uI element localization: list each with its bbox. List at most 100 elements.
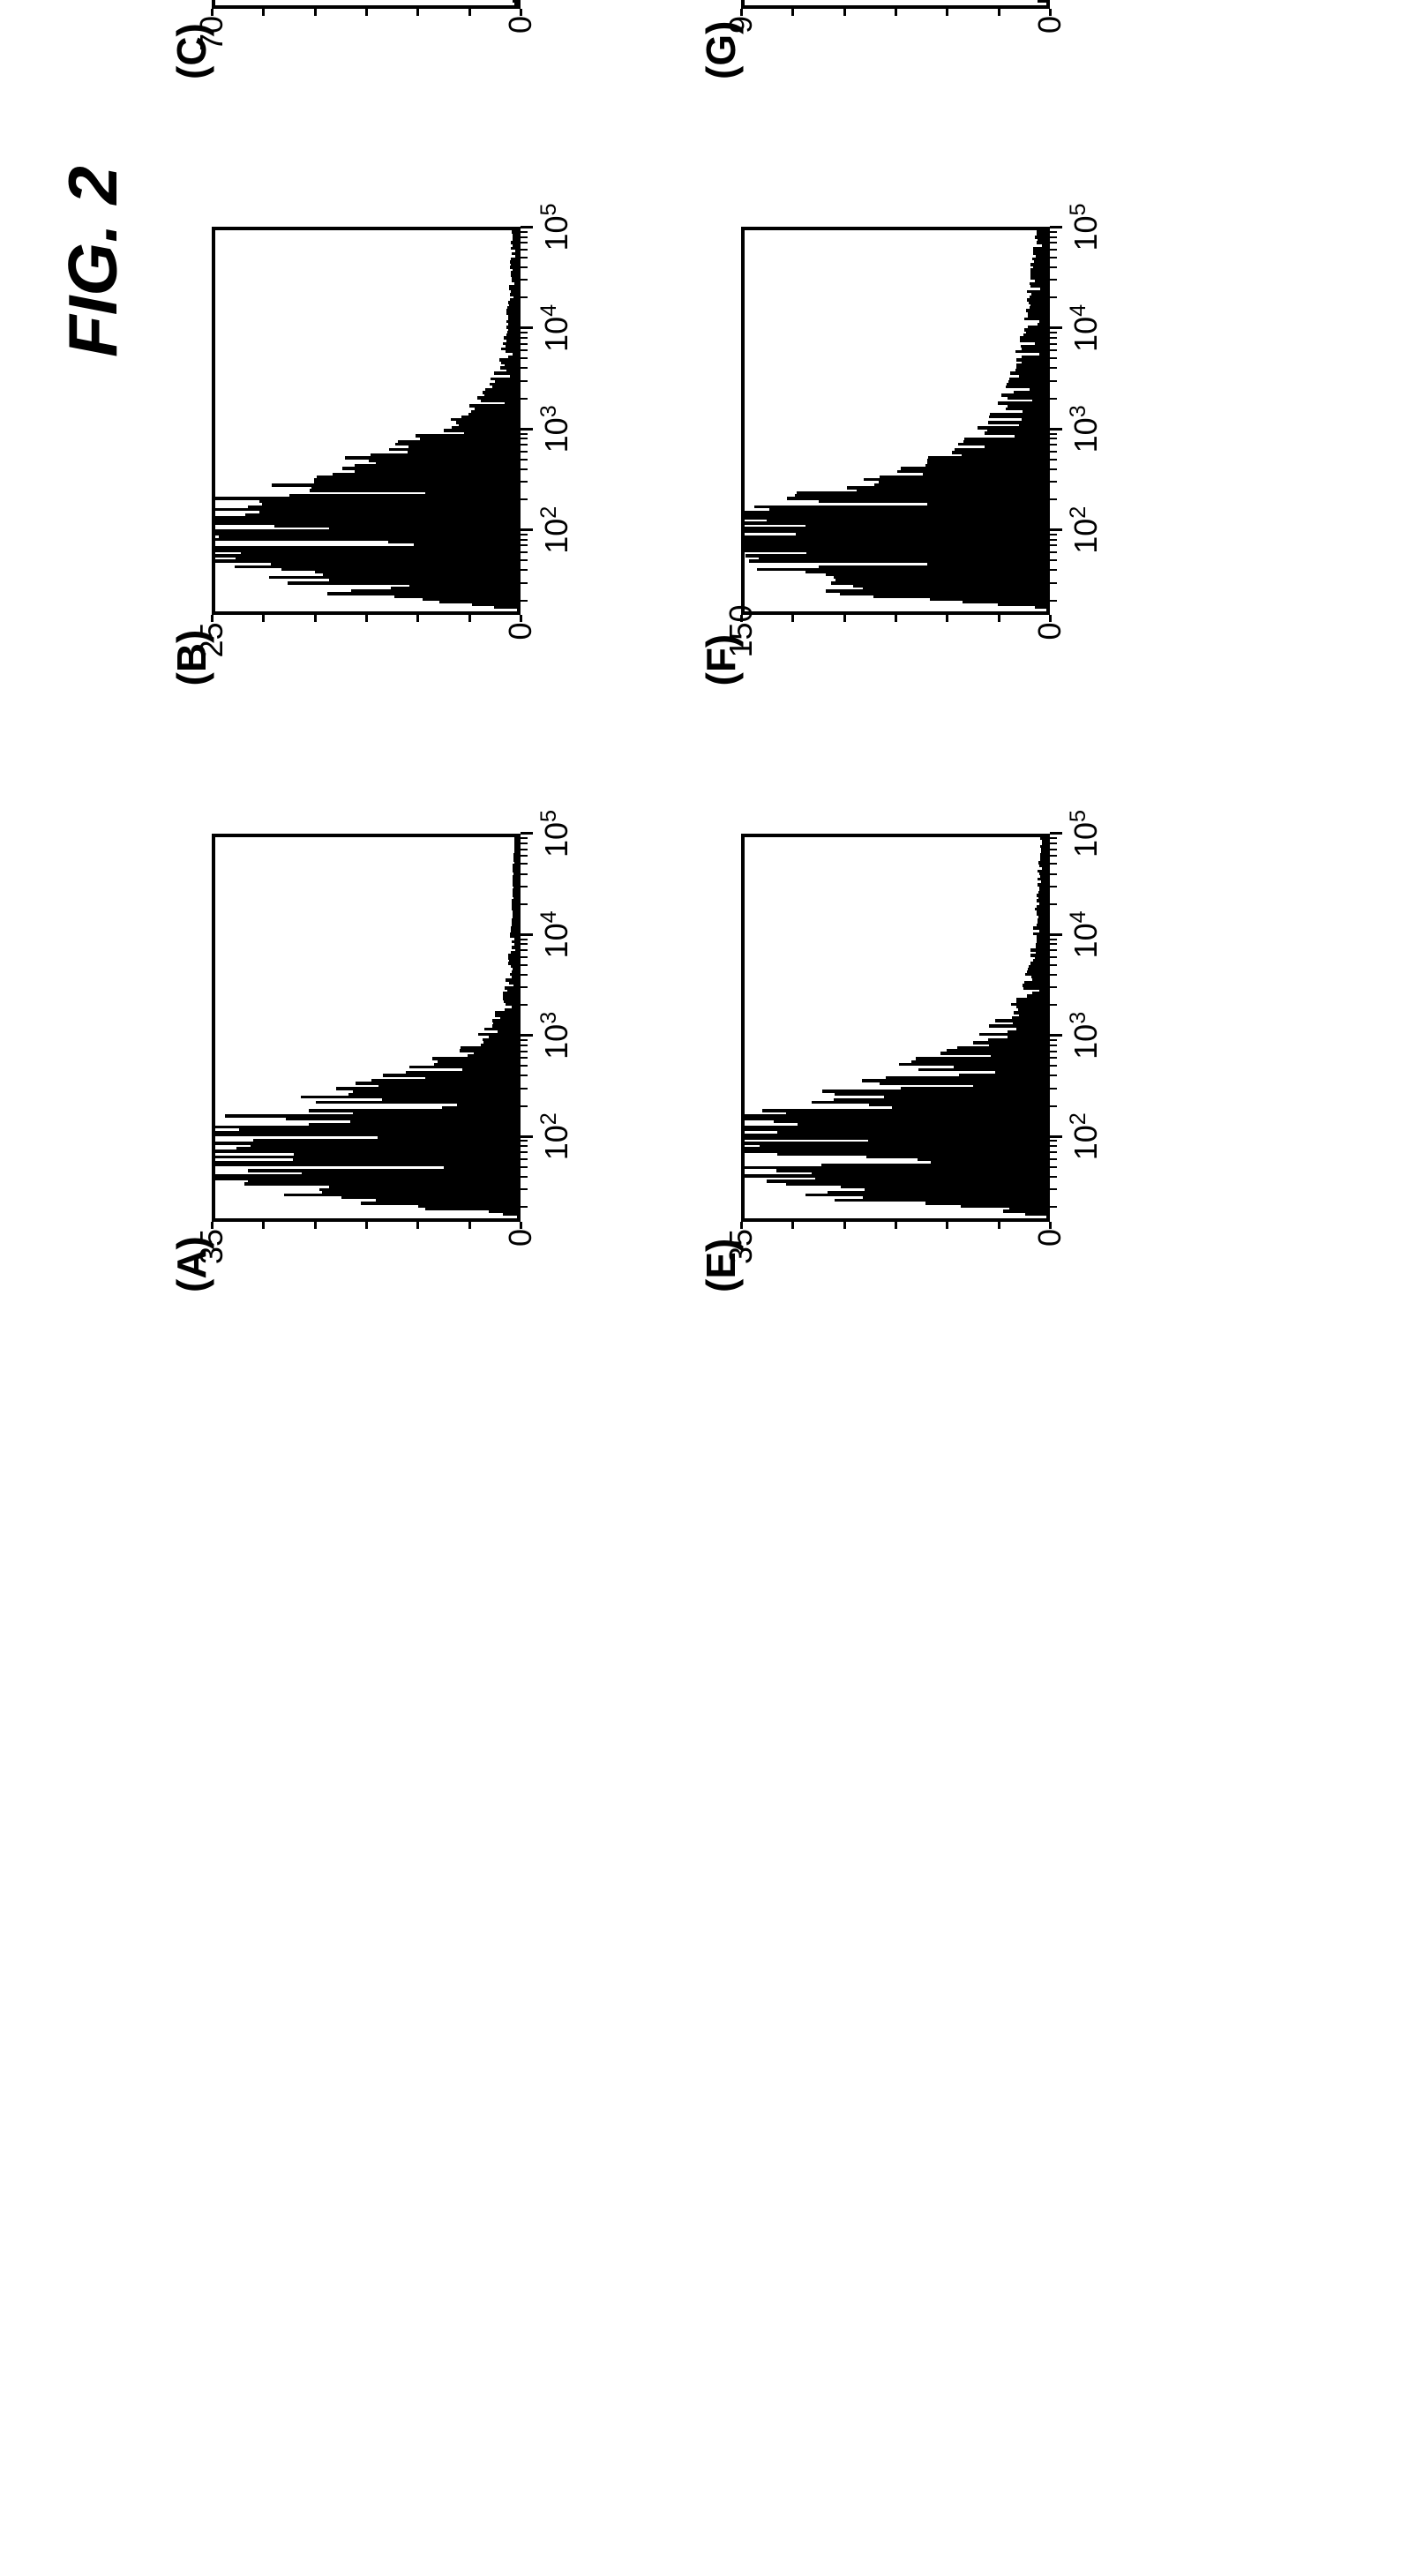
histogram-bar: [1015, 369, 1046, 372]
histogram-bar: [378, 1084, 517, 1088]
histogram-bar: [513, 858, 517, 862]
y-tick: [1049, 1222, 1052, 1229]
y-tick: [262, 9, 265, 16]
x-tick-major: [521, 1135, 533, 1138]
histogram-bar: [239, 1128, 517, 1132]
histogram-bar: [1032, 258, 1046, 261]
histogram-bar: [269, 576, 517, 580]
histogram-bar: [327, 592, 517, 595]
histogram-bar: [1007, 383, 1046, 386]
x-tick-minor: [521, 1158, 528, 1160]
histogram-bar: [382, 1098, 517, 1102]
histogram-bar: [1038, 0, 1046, 3]
y-tick: [843, 1222, 846, 1229]
histogram-bar: [483, 391, 517, 394]
histogram-bar: [301, 1096, 517, 1099]
histogram-bar: [376, 1199, 517, 1202]
x-tick-minor: [521, 257, 528, 258]
histogram-bar: [477, 396, 517, 400]
x-tick-label: 102: [536, 1112, 575, 1160]
histogram-bar: [504, 1000, 517, 1004]
histogram-bar: [1033, 959, 1046, 962]
histogram-bar: [989, 1024, 1046, 1028]
x-tick-label: 105: [1066, 203, 1105, 251]
histogram-bar: [863, 587, 1046, 590]
x-tick-minor: [1050, 1088, 1057, 1090]
x-tick-minor: [1050, 534, 1057, 535]
histogram-bar: [796, 533, 1046, 536]
histogram-bar: [1035, 236, 1046, 239]
histogram-bar: [918, 1068, 1046, 1072]
histogram-bar: [865, 1188, 1046, 1192]
histogram-bar: [513, 353, 517, 356]
histogram-bar: [286, 1117, 517, 1120]
histogram-bar: [394, 595, 517, 599]
histogram-bar: [514, 282, 517, 286]
histogram-bar: [1025, 1212, 1046, 1216]
histogram-bar: [1030, 282, 1046, 286]
y-axis-zero-label: 0: [502, 16, 539, 51]
histogram-bar: [958, 443, 1046, 446]
histogram-bar: [388, 541, 517, 544]
x-tick-major: [1050, 1135, 1062, 1138]
histogram-bar: [485, 388, 517, 392]
histogram-bar: [510, 375, 517, 378]
histogram-bar: [1026, 331, 1046, 334]
histogram-bar: [745, 1149, 1046, 1153]
x-tick-minor: [1050, 1105, 1057, 1107]
histogram-bar: [745, 546, 1046, 550]
histogram-bar: [745, 549, 1046, 552]
histogram-bar: [1040, 853, 1046, 857]
histogram-bar: [1039, 320, 1046, 324]
histogram-bar: [512, 924, 517, 927]
histogram-bar: [754, 505, 1046, 509]
histogram-bar: [314, 478, 517, 482]
y-tick: [520, 9, 522, 16]
histogram-bar: [495, 1011, 517, 1015]
histogram: [745, 837, 1046, 1218]
histogram-bar: [215, 554, 517, 558]
histogram-bar: [512, 276, 517, 280]
histogram-bar: [927, 562, 1046, 565]
histogram-bar: [979, 1033, 1046, 1037]
histogram-bar: [459, 423, 517, 427]
histogram-bar: [988, 421, 1046, 424]
x-tick-minor: [521, 1065, 528, 1067]
x-tick-minor: [521, 231, 528, 233]
histogram-bar: [1029, 965, 1046, 969]
y-axis-max-label: 9: [723, 16, 760, 51]
histogram-bar: [925, 1202, 1046, 1205]
histogram-bar: [940, 1052, 1046, 1055]
x-tick-minor: [521, 1145, 528, 1147]
histogram-bar: [444, 1166, 517, 1170]
histogram-bar: [514, 848, 517, 851]
histogram-bar: [745, 535, 1046, 539]
histogram-bar: [1006, 386, 1046, 389]
histogram-bar: [1022, 361, 1046, 364]
y-tick: [791, 616, 794, 623]
panel-B: (B)250102103104105: [212, 228, 600, 651]
histogram-bar: [1035, 908, 1046, 911]
histogram-bar: [1024, 318, 1046, 321]
histogram-bar: [323, 573, 517, 577]
x-tick-minor: [521, 855, 528, 857]
x-tick-minor: [1050, 903, 1057, 905]
x-tick-label: 103: [536, 405, 575, 453]
histogram-bar: [1030, 303, 1046, 307]
x-tick-minor: [1050, 1176, 1057, 1178]
histogram-bar: [302, 1172, 517, 1175]
histogram-bar: [506, 312, 517, 316]
histogram-bar: [1037, 924, 1046, 927]
x-tick-minor: [1050, 459, 1057, 461]
histogram-bar: [1028, 326, 1046, 329]
x-tick-minor: [1050, 236, 1057, 238]
histogram-bar: [1042, 866, 1046, 870]
x-tick-label: 104: [1066, 910, 1105, 958]
histogram-bar: [1030, 263, 1046, 266]
histogram-bar: [505, 1008, 517, 1012]
histogram-bar: [1038, 870, 1046, 873]
x-tick-minor: [1050, 257, 1057, 258]
histogram-bar: [511, 965, 517, 969]
histogram-bar: [512, 231, 517, 234]
histogram-bar: [315, 571, 517, 574]
